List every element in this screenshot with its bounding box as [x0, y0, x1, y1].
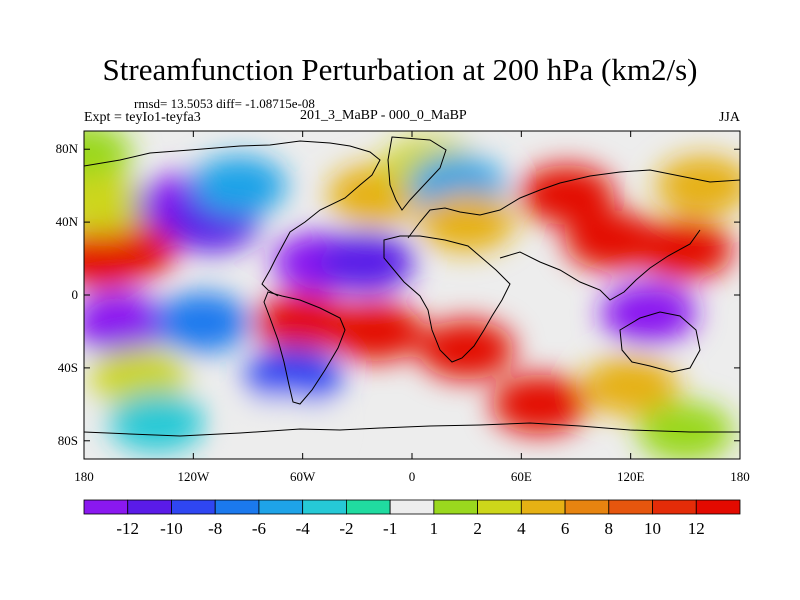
- field-cell-24: [582, 356, 679, 417]
- colorbar: -12 -10 -8 -6 -4 -2 -1 1 2 4 6 8 10 12: [83, 499, 741, 538]
- x-tick-label-3: 0: [409, 469, 416, 484]
- colorbar-label-4: -4: [296, 519, 311, 538]
- coastline-antarctica: [84, 422, 740, 437]
- field-cell-15: [637, 219, 734, 280]
- y-tick-label-2: 0: [72, 287, 79, 302]
- season-label: JJA: [718, 110, 740, 125]
- field-cell-13: [518, 164, 615, 225]
- field-cell-0: [84, 131, 132, 183]
- field-cell-18: [154, 292, 251, 353]
- colorbar-box-5: [302, 499, 347, 515]
- colorbar-box-13: [652, 499, 697, 515]
- colorbar-label-11: 8: [605, 519, 614, 538]
- x-tick-label-2: 60W: [290, 469, 316, 484]
- coastline-layer: [84, 136, 740, 437]
- colorbar-label-1: -10: [160, 519, 183, 538]
- field-cell-16: [655, 155, 740, 216]
- colorbar-label-9: 4: [517, 519, 526, 538]
- colorbar-label-5: -2: [339, 519, 353, 538]
- colorbar-label-2: -8: [208, 519, 222, 538]
- y-tick-label-0: 80N: [56, 141, 79, 156]
- field-cell-25: [90, 347, 187, 407]
- colorbar-box-10: [520, 499, 566, 515]
- colorbar-box-11: [564, 499, 610, 515]
- field-cell-19: [254, 292, 351, 353]
- colorbar-box-3: [214, 499, 260, 515]
- x-tick-label-6: 180: [730, 469, 750, 484]
- x-tick-label-1: 120W: [177, 469, 210, 484]
- colorbar-box-4: [258, 499, 304, 515]
- colorbar-label-6: -1: [383, 519, 397, 538]
- field-cell-21: [418, 319, 515, 380]
- x-axis: 180 120W 60W 0 60E 120E 180: [74, 131, 750, 484]
- x-tick-label-5: 120E: [617, 469, 645, 484]
- experiment-label: Expt = teyIo1-teyfa3: [84, 110, 201, 125]
- colorbar-label-7: 1: [430, 519, 439, 538]
- colorbar-box-9: [477, 499, 522, 515]
- colorbar-box-0: [83, 499, 129, 515]
- colorbar-label-0: -12: [116, 519, 139, 538]
- field-cell-28: [236, 396, 333, 457]
- coastline-north-america: [84, 140, 381, 297]
- field-cell-8: [318, 232, 415, 293]
- colorbar-box-1: [127, 499, 172, 515]
- y-tick-label-1: 40N: [56, 214, 79, 229]
- field-cell-29: [637, 401, 734, 459]
- colorbar-label-8: 2: [473, 519, 482, 538]
- field-layer: [84, 131, 740, 459]
- colorbar-label-12: 10: [644, 519, 661, 538]
- coastline-africa: [383, 235, 511, 363]
- field-cell-22: [491, 374, 588, 435]
- stats-text: rmsd= 13.5053 diff= -1.08715e-08: [134, 96, 315, 111]
- colorbar-box-2: [171, 499, 216, 515]
- colorbar-label-10: 6: [561, 519, 570, 538]
- field-cell-2: [84, 219, 178, 280]
- field-cell-6: [190, 155, 287, 216]
- chart-title: Streamfunction Perturbation at 200 hPa (…: [102, 52, 698, 87]
- coastline-greenland: [387, 136, 447, 211]
- coastline-eurasia: [407, 169, 740, 301]
- field-cell-14: [564, 210, 661, 271]
- colorbar-box-7: [389, 499, 435, 515]
- coastline-south-america: [263, 291, 346, 405]
- field-cell-12: [418, 192, 515, 253]
- colorbar-label-13: 12: [688, 519, 705, 538]
- colorbar-box-14: [695, 499, 741, 515]
- field-cell-23: [600, 283, 697, 344]
- x-tick-label-0: 180: [74, 469, 94, 484]
- y-tick-label-4: 80S: [58, 433, 78, 448]
- field-cell-26: [245, 347, 342, 407]
- colorbar-box-8: [433, 499, 479, 515]
- colorbar-box-6: [345, 499, 391, 515]
- y-tick-label-3: 40S: [58, 360, 78, 375]
- field-cell-3: [84, 173, 151, 234]
- colorbar-box-12: [608, 499, 653, 515]
- cases-label: 201_3_MaBP - 000_0_MaBP: [300, 108, 467, 123]
- y-axis: 80N 40N 0 40S 80S: [56, 141, 740, 448]
- field-cell-27: [108, 392, 205, 453]
- colorbar-label-3: -6: [252, 519, 266, 538]
- x-tick-label-4: 60E: [511, 469, 532, 484]
- field-cell-17: [84, 292, 169, 353]
- coastline-australia: [619, 311, 701, 373]
- field-cell-20: [327, 301, 424, 362]
